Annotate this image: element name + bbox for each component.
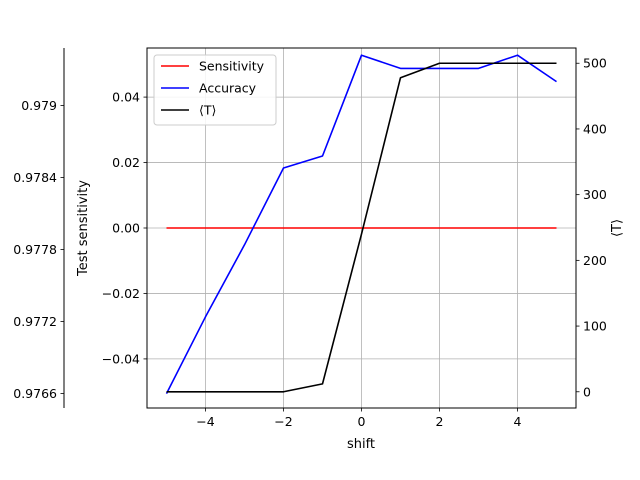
accuracy-y-tick-label: 0.9772 bbox=[13, 314, 57, 329]
series-lines bbox=[165, 54, 557, 394]
legend-box bbox=[153, 54, 277, 126]
legend: Sensitivity Accuracy ⟨T⟩ bbox=[153, 54, 277, 126]
left-y-tick-label: 0.04 bbox=[112, 90, 140, 105]
accuracy-y-tick-label: 0.9766 bbox=[13, 386, 57, 401]
x-tick-label: 0 bbox=[358, 414, 366, 429]
legend-sensitivity-label: Sensitivity bbox=[199, 59, 265, 74]
right-y-tick-label: 200 bbox=[583, 253, 607, 268]
x-axis-title: shift bbox=[347, 437, 375, 452]
right-y-tick-label: 300 bbox=[583, 187, 607, 202]
x-tick-label: −4 bbox=[196, 414, 214, 429]
accuracy-y-tick-label: 0.9784 bbox=[13, 170, 57, 185]
axes: −4 −2 0 2 4 −0.04 −0.02 0.00 0.02 0.04 0 100 200 300 4… bbox=[13, 56, 607, 429]
right-y-tick-label: 500 bbox=[583, 56, 607, 71]
left-y-tick-label: 0.00 bbox=[112, 221, 140, 236]
x-tick-label: −2 bbox=[274, 414, 292, 429]
left-axis-title: Test sensitivity bbox=[76, 180, 91, 277]
right-y-tick-label: 100 bbox=[583, 319, 607, 334]
right-axis-title: ⟨T⟩ bbox=[610, 219, 625, 237]
left-y-tick-label: 0.02 bbox=[112, 155, 140, 170]
right-y-tick-label: 400 bbox=[583, 121, 607, 136]
accuracy-y-tick-label: 0.9778 bbox=[13, 242, 57, 257]
left-y-tick-label: −0.02 bbox=[102, 286, 140, 301]
x-tick-label: 4 bbox=[514, 414, 522, 429]
legend-mean-t-label: ⟨T⟩ bbox=[199, 103, 216, 118]
x-tick-label: 2 bbox=[436, 414, 444, 429]
right-y-tick-label: 0 bbox=[583, 384, 591, 399]
left-y-tick-label: −0.04 bbox=[102, 351, 140, 366]
accuracy-y-tick-label: 0.979 bbox=[21, 98, 57, 113]
legend-accuracy-label: Accuracy bbox=[199, 81, 257, 96]
